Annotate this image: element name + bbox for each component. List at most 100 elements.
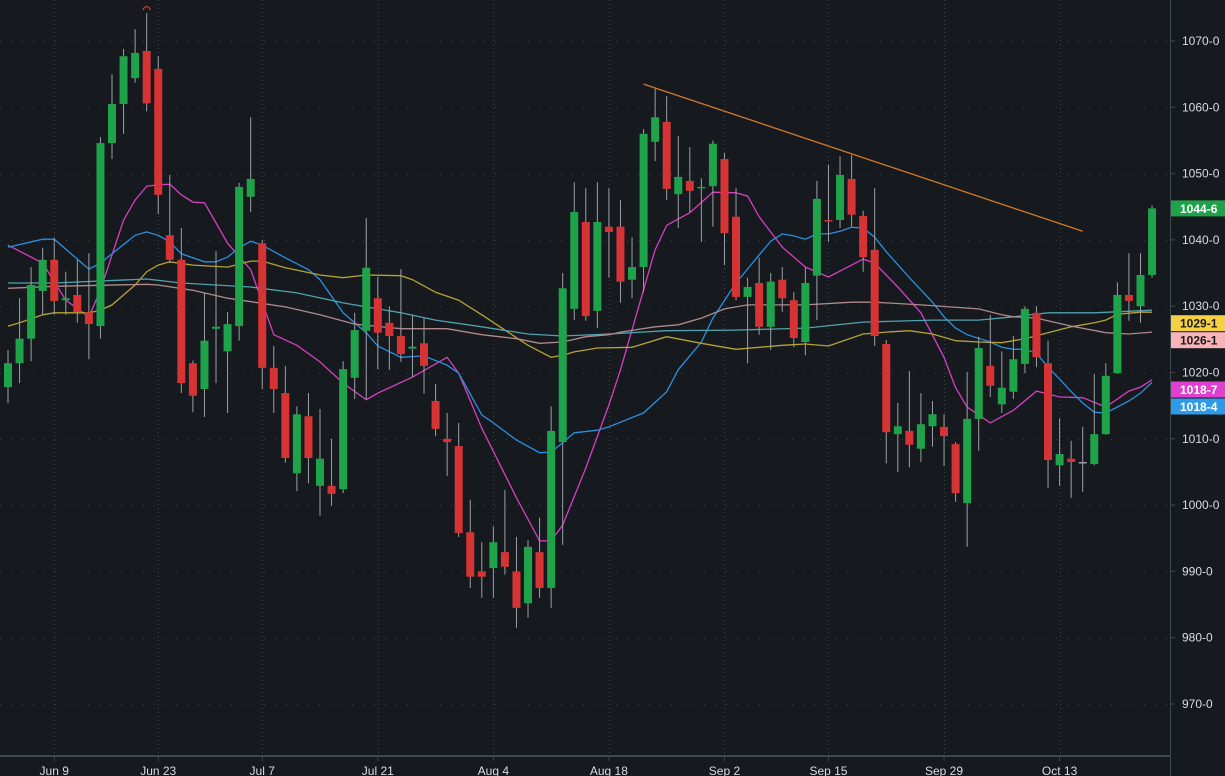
x-tick-label: Sep 15 [809, 764, 847, 776]
price-axis[interactable]: 970-0 980-0 990-0 1000-0 1010-0 1020-0 1030-0 1… [1170, 34, 1220, 711]
candle [362, 218, 371, 400]
y-tick-label: 1050-0 [1182, 167, 1220, 181]
candle-body [1124, 294, 1133, 301]
price-tag-background [1171, 381, 1225, 398]
candle [940, 414, 949, 466]
candle-body [223, 324, 232, 352]
candle [15, 298, 24, 384]
candle [916, 393, 925, 463]
y-tick-label: 1070-0 [1182, 34, 1220, 48]
y-tick-label: 1040-0 [1182, 233, 1220, 247]
candle-body [281, 393, 290, 459]
candle [766, 273, 775, 350]
time-axis[interactable]: Jun 9 Jun 23 Jul 7 Jul 21 Aug 4 Aug 18 Sep 2 Se… [40, 756, 1078, 776]
x-tick-label: Aug 4 [478, 764, 510, 776]
candle-body [385, 322, 394, 337]
candle [1113, 282, 1122, 374]
candle-body [581, 221, 590, 317]
candle [512, 536, 521, 628]
candle [847, 155, 856, 227]
price-tag-background [1171, 332, 1225, 349]
candle [963, 371, 972, 547]
candle [108, 74, 117, 160]
candle [697, 178, 706, 242]
candle [743, 277, 752, 364]
candle-body [396, 336, 405, 354]
price-tag-background [1171, 315, 1225, 332]
y-tick-label: 990-0 [1182, 564, 1213, 578]
candle [986, 314, 995, 398]
candle-body [84, 312, 93, 325]
candle [50, 237, 59, 315]
candle-body [73, 294, 82, 313]
candle [350, 312, 359, 400]
y-tick-label: 1030-0 [1182, 299, 1220, 313]
candle [812, 180, 821, 321]
high-marker-icon [142, 6, 151, 11]
candle-body [316, 458, 325, 486]
price-tag: 1018-4 [1171, 398, 1225, 415]
candle [396, 269, 405, 362]
candle [1055, 418, 1064, 486]
candle [246, 117, 255, 213]
candle-body [327, 485, 336, 494]
candle-body [1067, 458, 1076, 463]
candle [4, 349, 12, 403]
candle-body [1090, 434, 1099, 464]
candle-body [131, 52, 140, 79]
candle-body [720, 159, 729, 234]
y-tick-label: 1010-0 [1182, 432, 1220, 446]
candle-body [96, 143, 105, 327]
trendline[interactable] [643, 83, 1083, 232]
candle [558, 273, 567, 545]
candle [674, 135, 683, 228]
candle-body [1101, 375, 1110, 435]
candle [304, 393, 313, 484]
candles [4, 6, 1157, 628]
candle-body [246, 178, 255, 197]
candle [373, 277, 382, 370]
price-tag: 1029-1 [1171, 315, 1225, 332]
candle [327, 438, 336, 506]
x-tick-label: Aug 18 [590, 764, 628, 776]
candle [639, 129, 648, 293]
candle-body [1078, 462, 1087, 464]
candle-body [188, 363, 197, 396]
candle-body [4, 363, 12, 388]
candle-body [674, 176, 683, 195]
candle [38, 247, 47, 315]
candle [188, 360, 197, 413]
candle-body [443, 438, 452, 443]
candle-body [604, 226, 613, 232]
candle-body [662, 121, 671, 189]
candle-body [1148, 208, 1157, 276]
candle-body [304, 416, 313, 459]
candle-body [373, 298, 382, 333]
candle [1078, 426, 1087, 492]
candle-body [836, 174, 845, 221]
candle [292, 406, 301, 492]
candle [974, 336, 983, 451]
candle [500, 489, 509, 575]
candle-body [408, 346, 417, 349]
candle-body [789, 300, 798, 339]
candle-body [108, 103, 117, 144]
candle-body [61, 298, 70, 301]
candle-body [27, 284, 36, 339]
candle [96, 137, 105, 339]
candle [61, 271, 70, 315]
candle-body [477, 571, 486, 577]
candle-body [732, 216, 741, 297]
moving-average-line [7, 260, 1152, 358]
candle-body [1136, 275, 1145, 307]
candle-body [258, 243, 267, 368]
candle-body [38, 259, 47, 291]
price-tags: 1044-6 1029-1 1026-1 1018-7 1018-4 [1171, 200, 1225, 415]
candle-body [951, 444, 960, 494]
candle [662, 96, 671, 201]
candle [477, 542, 486, 598]
candle [685, 147, 694, 213]
candle-body [165, 235, 174, 260]
candle [200, 292, 209, 417]
